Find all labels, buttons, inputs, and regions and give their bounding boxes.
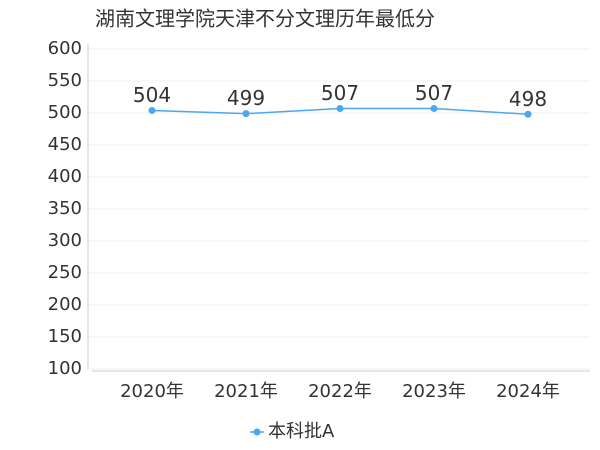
legend-label: 本科批A — [268, 421, 335, 442]
x-tick-label: 2022年 — [308, 381, 372, 402]
data-point — [430, 105, 438, 113]
y-tick-label: 250 — [48, 262, 82, 283]
x-tick-label: 2024年 — [496, 381, 560, 402]
y-tick-label: 600 — [48, 38, 82, 59]
y-tick-label: 150 — [48, 326, 82, 347]
data-point — [336, 105, 344, 113]
x-tick-label: 2023年 — [402, 381, 466, 402]
data-label: 507 — [415, 81, 453, 105]
y-tick-label: 300 — [48, 230, 82, 251]
y-tick-label: 200 — [48, 294, 82, 315]
data-point — [148, 106, 156, 114]
y-tick-label: 350 — [48, 198, 82, 219]
y-tick-label: 100 — [48, 358, 82, 379]
y-tick-label: 450 — [48, 134, 82, 155]
y-tick-label: 550 — [48, 70, 82, 91]
y-tick-label: 500 — [48, 102, 82, 123]
data-label: 498 — [509, 87, 547, 111]
y-tick-label: 400 — [48, 166, 82, 187]
data-label: 507 — [321, 81, 359, 105]
data-point — [242, 110, 250, 118]
x-tick-label: 2020年 — [120, 381, 184, 402]
data-point — [524, 110, 532, 118]
data-label: 499 — [227, 86, 265, 110]
legend-marker — [253, 428, 261, 436]
chart-title: 湖南文理学院天津不分文理历年最低分 — [95, 7, 435, 31]
x-tick-label: 2021年 — [214, 381, 278, 402]
data-label: 504 — [133, 83, 171, 107]
